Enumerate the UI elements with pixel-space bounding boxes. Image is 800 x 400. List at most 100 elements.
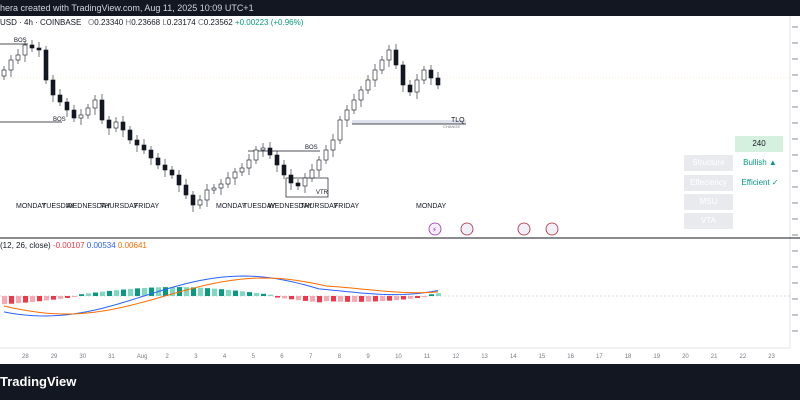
candle (204, 189, 210, 201)
candle (176, 174, 182, 186)
tlq-label: TLQ (451, 117, 465, 124)
time-axis-label: 19 (653, 354, 660, 360)
lightning-icon[interactable] (428, 222, 442, 236)
day-label: WEDNESDAY (268, 203, 313, 210)
macd-bar (394, 296, 399, 301)
candle (302, 177, 308, 187)
price-tick (792, 106, 798, 108)
macd-bar (198, 287, 203, 296)
macd-bar (128, 288, 133, 296)
time-axis-label: 14 (510, 354, 517, 360)
candle (407, 84, 413, 93)
time-axis-label: 3 (194, 354, 198, 360)
day-label: TUESDAY (243, 203, 276, 210)
tradingview-logo[interactable]: TradingView (0, 374, 77, 389)
candle (330, 139, 336, 151)
candle (351, 99, 357, 111)
macd-bar (338, 296, 343, 302)
time-axis-label: 8 (338, 354, 342, 360)
macd-bar (163, 287, 168, 296)
day-label: MONDAY (416, 203, 447, 210)
macd-bar (107, 290, 112, 296)
macd-bar (2, 296, 7, 305)
candle (358, 89, 364, 101)
day-label: FRIDAY (134, 203, 159, 210)
macd-bar (44, 296, 49, 301)
candle (1, 69, 7, 77)
panel-key-structure: Structure (684, 155, 733, 171)
price-tick (792, 234, 798, 236)
tlq-zone (352, 120, 466, 124)
time-axis-label: 29 (51, 354, 58, 360)
us-flag-icon[interactable] (517, 222, 531, 236)
candle (190, 194, 196, 206)
panel-value-efficiency: Efficient ✓ (741, 178, 779, 187)
price-tick (792, 122, 798, 124)
panel-key-efficiency: Effeciency (684, 175, 733, 191)
candle (141, 144, 147, 151)
macd-bar (37, 296, 42, 302)
time-axis-label: 9 (366, 354, 370, 360)
candle (218, 183, 224, 189)
day-label: FRIDAY (334, 203, 359, 210)
candle (288, 174, 294, 184)
macd-bar (142, 287, 147, 296)
day-label: THURSDAY (100, 203, 138, 210)
time-axis-label: 13 (481, 354, 488, 360)
macd-bar (86, 293, 91, 296)
candle (421, 69, 427, 81)
macd-bar (261, 293, 266, 296)
macd-bar (233, 290, 238, 296)
candle (162, 164, 168, 171)
candle (435, 77, 441, 86)
macd-bar (415, 296, 420, 299)
macd-bar (219, 289, 224, 296)
candle (22, 44, 28, 56)
macd-bar (345, 296, 350, 302)
candle (183, 184, 189, 196)
time-axis-label: 6 (280, 354, 284, 360)
footer-bar: TradingView (0, 364, 800, 400)
chart-canvas[interactable]: BOS BOS BOS VTR TLQ CHANGE MONDAY TUESDA… (0, 0, 800, 364)
macd-bar (205, 288, 210, 296)
macd-bar (296, 296, 301, 301)
creator-text: hera created with TradingView.com, Aug 1… (0, 3, 254, 13)
time-axis-label: 2 (166, 354, 170, 360)
macd-legend[interactable]: (12, 26, close) -0.00107 0.00534 0.00641 (0, 241, 147, 250)
macd-bar (422, 296, 427, 298)
creator-header: hera created with TradingView.com, Aug 1… (0, 0, 800, 16)
candle (106, 119, 112, 129)
candle (309, 169, 315, 179)
panel-key-vta: VTA (684, 213, 733, 229)
time-axis-label: 21 (711, 354, 718, 360)
price-tick (792, 154, 798, 156)
symbol-pair[interactable]: USD · 4h · COINBASE (0, 18, 82, 27)
macd-bar (429, 294, 434, 296)
close-label: C (197, 18, 204, 27)
high-value: 0.23668 (131, 18, 161, 27)
price-tick (792, 26, 798, 28)
candle (148, 149, 154, 159)
us-flag-icon[interactable] (545, 222, 559, 236)
candle (323, 149, 329, 161)
price-axis[interactable] (792, 26, 798, 332)
candle (428, 69, 434, 79)
candle (29, 44, 35, 49)
time-axis[interactable]: 28 29 30 31 Aug 2 3 4 5 6 7 8 9 10 11 12 13 14 15 16 17 18 19 2… (22, 354, 776, 360)
macd-bar (72, 296, 77, 298)
open-label: O (88, 18, 95, 27)
price-tick (792, 202, 798, 204)
candle (99, 99, 105, 121)
symbol-legend[interactable]: USD · 4h · COINBASE O0.23340 H0.23668 L0… (0, 18, 303, 27)
candle (379, 59, 385, 71)
panel-key-msu: MSU (684, 194, 733, 210)
macd-bar (23, 296, 28, 303)
us-flag-icon[interactable] (460, 222, 474, 236)
candle (211, 187, 217, 191)
macd-bar (51, 296, 56, 300)
macd-bar (380, 296, 385, 302)
time-axis-label: 10 (395, 354, 402, 360)
low-value: 0.23174 (166, 18, 196, 27)
macd-bar (9, 296, 14, 304)
candle (197, 199, 203, 206)
